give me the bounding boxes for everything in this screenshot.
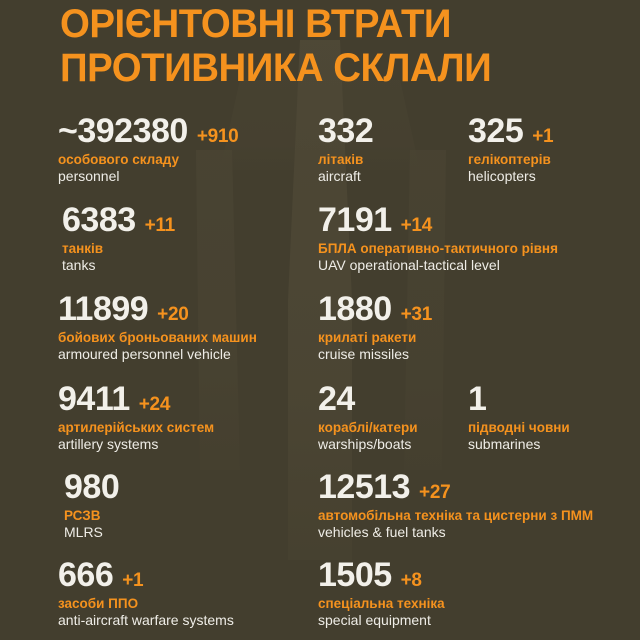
stat-value: 666 xyxy=(58,556,114,594)
stat-value: 332 xyxy=(318,112,374,150)
stat-label-en: vehicles & fuel tanks xyxy=(318,524,446,540)
stat-value-row: ~392380 +910 xyxy=(58,112,239,150)
stat-label-uk: крилаті ракети xyxy=(318,330,417,345)
stat-value: 12513 xyxy=(318,468,411,506)
stat-delta-badge: +1 xyxy=(122,570,144,591)
stat-value: 980 xyxy=(64,468,120,506)
stat-value-row: 325 +1 xyxy=(468,112,554,150)
stat-label-uk: БПЛА оперативно-тактичного рівня xyxy=(318,241,558,256)
stat-armoured-personnel-vehicle: 11899 +20 бойових броньованих машин armoure… xyxy=(58,292,257,363)
stat-value: 6383 xyxy=(62,201,136,239)
stat-label-en: armoured personnel vehicle xyxy=(58,346,231,362)
stat-value-row: 1505 +8 xyxy=(318,558,445,592)
stat-value-row: 11899 +20 xyxy=(58,292,257,326)
stat-label-uk: бойових броньованих машин xyxy=(58,330,257,345)
stat-label-en: aircraft xyxy=(318,168,361,184)
stat-label-uk: автомобільна техніка та цистерни з ПММ xyxy=(318,508,594,523)
stat-delta-badge: +20 xyxy=(157,304,189,325)
stat-value: 1 xyxy=(468,380,487,418)
stat-delta-badge: +24 xyxy=(138,394,171,415)
stat-delta-badge: +27 xyxy=(419,482,451,503)
stat-label-en: artillery systems xyxy=(58,436,159,452)
stat-label-en: warships/boats xyxy=(318,436,412,452)
stat-delta-badge: +1 xyxy=(532,126,554,147)
stat-label-uk: підводні човни xyxy=(468,420,570,435)
stat-value-row: 12513 +27 xyxy=(318,470,593,504)
stat-value-row: 6383 +11 xyxy=(62,203,175,237)
stat-artillery-systems: 9411 +24 артилерійських систем artillery sy… xyxy=(58,382,214,453)
stat-anti-aircraft-warfare-systems: 666 +1 засоби ППО anti-aircraft warfare sys… xyxy=(58,558,234,629)
stat-label-uk: спеціальна техніка xyxy=(318,596,445,611)
stat-value-row: 666 +1 xyxy=(58,558,234,592)
stat-value-row: 980 xyxy=(64,468,120,506)
stat-label-en: helicopters xyxy=(468,168,536,184)
stat-helicopters: 325 +1 гелікоптерів helicopters xyxy=(468,112,554,185)
stat-label-uk: танків xyxy=(62,241,104,256)
stat-value-row: 9411 +24 xyxy=(58,382,214,416)
stat-warships-boats: 24 кораблі/катери warships/boats xyxy=(318,382,418,453)
stat-tanks: 6383 +11 танків tanks xyxy=(62,203,175,274)
stat-label-uk: РСЗВ xyxy=(64,508,101,523)
stat-label-uk: літаків xyxy=(318,152,364,167)
stat-value: 11899 xyxy=(58,290,149,328)
stat-delta-badge: +8 xyxy=(400,570,422,591)
stat-value: 7191 xyxy=(318,201,392,239)
stat-value: 9411 xyxy=(58,380,130,418)
stat-label-en: MLRS xyxy=(64,524,103,540)
stat-label-en: cruise missiles xyxy=(318,346,410,362)
stat-value: ~392380 xyxy=(58,112,188,150)
stat-vehicles-fuel-tanks: 12513 +27 автомобільна техніка та цистерни… xyxy=(318,470,593,541)
stat-value: 1880 xyxy=(318,290,392,328)
stat-value-row: 24 xyxy=(318,382,418,416)
stat-value-row: 1880 +31 xyxy=(318,292,432,326)
stat-label-en: submarines xyxy=(468,436,541,452)
stat-delta-badge: +11 xyxy=(144,215,176,236)
stat-label-en: tanks xyxy=(62,257,96,273)
stat-label-en: special equipment xyxy=(318,612,431,628)
stat-value-row: 1 xyxy=(468,382,570,416)
stat-value-row: 332 xyxy=(318,112,374,150)
stat-mlrs: 980 РСЗВ MLRS xyxy=(64,468,120,541)
stat-delta-badge: +910 xyxy=(196,126,239,147)
stat-cruise-missiles: 1880 +31 крилаті ракети cruise missiles xyxy=(318,292,432,363)
stat-label-uk: артилерійських систем xyxy=(58,420,215,435)
stat-value: 24 xyxy=(318,380,355,418)
stat-label-uk: гелікоптерів xyxy=(468,152,551,167)
stat-submarines: 1 підводні човни submarines xyxy=(468,382,570,453)
stat-label-uk: засоби ППО xyxy=(58,596,139,611)
stat-personnel: ~392380 +910 особового складу personnel xyxy=(58,112,239,185)
stat-label-uk: кораблі/катери xyxy=(318,420,418,435)
stat-value: 325 xyxy=(468,112,524,150)
stat-aircraft: 332 літаків aircraft xyxy=(318,112,374,185)
stat-special-equipment: 1505 +8 спеціальна техніка special equipmen… xyxy=(318,558,445,629)
stat-label-en: personnel xyxy=(58,168,120,184)
stat-label-uk: особового складу xyxy=(58,152,179,167)
stat-uav-operational-tactical: 7191 +14 БПЛА оперативно-тактичного рівня U… xyxy=(318,203,558,274)
stat-label-en: anti-aircraft warfare systems xyxy=(58,612,234,628)
stat-delta-badge: +31 xyxy=(400,304,433,325)
stat-value: 1505 xyxy=(318,556,392,594)
stat-value-row: 7191 +14 xyxy=(318,203,558,237)
stat-delta-badge: +14 xyxy=(400,215,433,236)
stat-label-en: UAV operational-tactical level xyxy=(318,257,500,273)
